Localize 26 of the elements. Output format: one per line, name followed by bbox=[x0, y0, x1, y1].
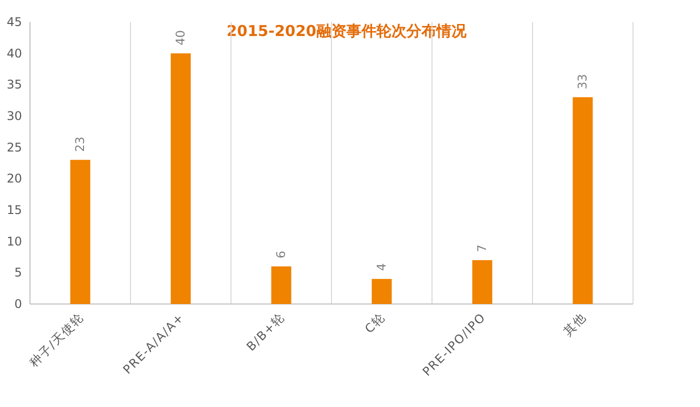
y-tick-label: 5 bbox=[14, 266, 22, 280]
data-label: 7 bbox=[475, 244, 490, 252]
y-tick-label: 35 bbox=[6, 78, 22, 92]
bar bbox=[472, 260, 492, 304]
bar bbox=[170, 53, 191, 304]
data-label: 33 bbox=[576, 74, 590, 90]
data-label: 4 bbox=[374, 263, 389, 271]
y-tick-label: 40 bbox=[6, 46, 22, 60]
bar bbox=[70, 160, 90, 304]
bar bbox=[572, 97, 593, 304]
x-tick-label: C轮 bbox=[362, 310, 388, 336]
x-tick-label: 种子/天使轮 bbox=[26, 310, 86, 370]
y-tick-label: 45 bbox=[6, 15, 22, 29]
y-tick-label: 30 bbox=[6, 109, 22, 123]
chart-title: 2015-2020融资事件轮次分布情况 bbox=[226, 22, 468, 40]
bar bbox=[271, 266, 292, 304]
y-tick-label: 15 bbox=[6, 203, 22, 217]
data-label: 23 bbox=[73, 136, 88, 152]
y-tick-label: 25 bbox=[6, 140, 22, 154]
data-label: 6 bbox=[274, 250, 288, 258]
x-tick-label: 其他 bbox=[560, 310, 589, 339]
y-tick-label: 20 bbox=[6, 172, 22, 186]
y-tick-label: 0 bbox=[14, 297, 22, 311]
data-label: 40 bbox=[174, 30, 188, 46]
y-tick-label: 10 bbox=[6, 234, 22, 248]
bar bbox=[372, 278, 392, 304]
